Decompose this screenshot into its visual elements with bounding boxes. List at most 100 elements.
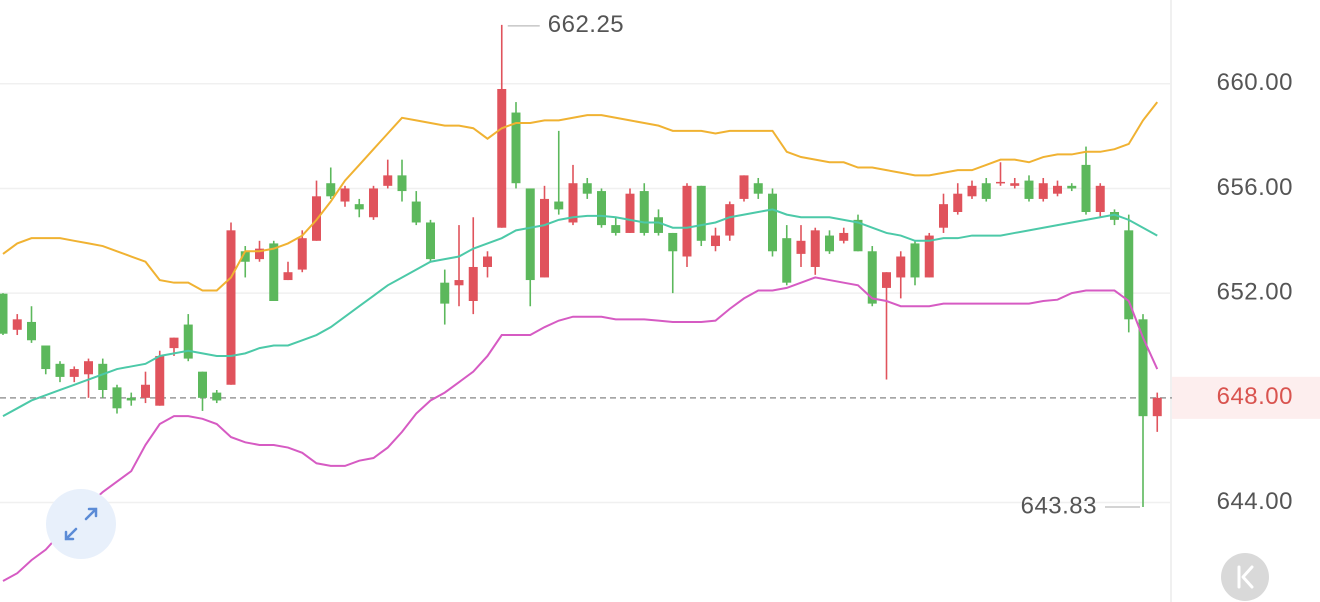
candle-body [853,219,863,252]
candle-body [568,183,578,223]
candle-body [198,371,207,398]
candle-body [155,355,165,406]
kline-button[interactable] [1221,553,1269,601]
price-label-bg [1172,376,1320,419]
plot-area [0,24,1162,582]
candle-body [639,191,649,233]
candle-body [440,282,450,304]
y-tick-label: 652.00 [1217,278,1293,305]
candle-body [768,193,777,252]
candle-body [825,235,834,252]
candle-body [1081,164,1091,213]
kline-icon[interactable] [1237,565,1254,589]
candle-body [739,175,749,199]
candle-body [682,185,692,257]
candle-body [497,88,507,228]
candle-body [1024,180,1034,199]
candle-body [711,235,720,247]
candle-body [953,193,963,213]
bollinger-band [2,101,1159,292]
candle-body [1138,319,1148,417]
candle-body [725,204,735,236]
candle-body [255,248,264,260]
candle-body [1038,183,1048,199]
candle-body [654,217,663,233]
candle-body [0,293,8,334]
candle-body [411,201,421,223]
candle-body [483,256,492,267]
candle-body [867,251,877,304]
candle-body [696,185,706,241]
candle-body [340,188,350,202]
candle-body [625,193,635,233]
candle-body [69,369,79,377]
candle-body [525,188,535,281]
candle-body [12,319,22,330]
candle-body [782,238,792,283]
candle-body [397,175,407,192]
candle-body [454,280,464,286]
candle-body [369,188,378,218]
candle-body [540,198,549,278]
candle-body [753,183,763,194]
candle-body [1010,183,1020,186]
candle-body [1095,185,1105,213]
candle-body [468,266,478,301]
candle-body [212,392,222,401]
candle-body [55,363,65,377]
candle-body [939,204,948,228]
candle-body [27,321,36,341]
candle-body [383,175,393,186]
candle-body [511,112,521,184]
min-annotation: 643.83 [1021,492,1097,519]
candle-body [981,183,991,199]
candle-body [924,235,934,278]
max-annotation: 662.25 [548,11,624,38]
bollinger-band [2,276,1159,582]
candle-body [183,324,193,359]
candle-body [98,363,108,390]
candle-body [283,272,293,281]
candle-body [240,251,250,262]
expand-button[interactable] [46,489,116,559]
candle-body [597,191,606,226]
candle-body [126,397,136,401]
candle-body [269,243,279,301]
candle-body [1110,212,1119,220]
candle-body [611,225,621,233]
candle-body [326,183,336,197]
candle-body [112,387,122,409]
candle-body [354,204,364,210]
y-axis: 644.00 652.00 656.00 660.00 648.00 [1172,69,1320,515]
y-tick-label: 656.00 [1217,174,1293,201]
candle-body [996,181,1005,184]
y-tick-label: 660.00 [1217,69,1293,96]
candle-body [896,256,906,278]
candle-body [967,185,977,197]
candle-body [582,183,592,194]
candle-body [84,361,93,375]
expand-button-bg[interactable] [46,489,116,559]
candle-body [1053,185,1062,194]
candle-body [1124,230,1134,320]
candle-body [910,243,920,278]
candle-body [226,230,236,385]
price-label: 648.00 [1217,383,1293,410]
candle-body [1067,185,1077,189]
candle-body [810,230,820,267]
candle-body [554,201,564,210]
y-tick-label: 644.00 [1217,488,1293,515]
candle-body [839,232,849,241]
candle-body [41,345,51,370]
candle-body [141,384,150,398]
candle-body [882,272,891,288]
candle-body [297,238,307,270]
candle-body [1152,397,1162,417]
candle-body [426,222,435,260]
candle-body [169,337,179,349]
candle-body [668,232,678,252]
expand-icon[interactable] [64,507,98,541]
bollinger-band [2,208,1158,418]
